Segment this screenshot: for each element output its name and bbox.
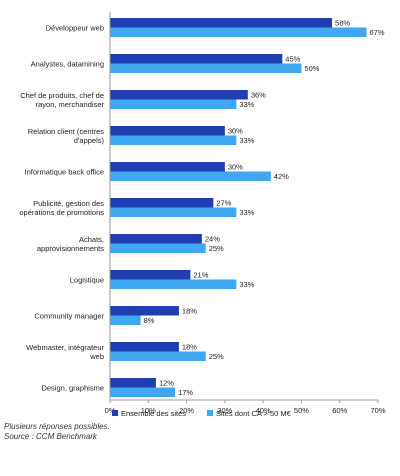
category-label: approvisionnements [37,244,104,253]
data-label: 33% [239,136,254,145]
bar-ensemble-des-sites [110,342,179,352]
bar-ensemble-des-sites [110,306,179,316]
bar-chart: Développeur web 58% 67% Analystes, datamini… [19,12,386,418]
data-label: 45% [285,55,300,64]
category-label: Chef de produits, chef de [20,91,104,100]
legend-label-ca-50m: Sites dont CA > 50 M€ [216,409,292,418]
x-tick-label: 10% [141,406,156,415]
data-label: 18% [182,307,197,316]
bar-sites-ca-50m [110,315,141,325]
category-label: opérations de promotions [19,208,104,217]
x-axis: 0% 10% 20% 30% 40% 50% 60% 70% [105,12,386,415]
category-label: Analystes, datamining [31,60,104,69]
bar-sites-ca-50m [110,243,206,253]
bar-ensemble-des-sites [110,198,214,208]
bar-ensemble-des-sites [110,162,225,172]
bar-ensemble-des-sites [110,90,248,100]
bar-ensemble-des-sites [110,378,156,388]
category-label: Développeur web [46,24,104,33]
data-label: 33% [239,100,254,109]
bar-sites-ca-50m [110,135,237,145]
data-label: 67% [370,28,385,37]
data-label: 25% [209,244,224,253]
category-label: rayon, merchandiser [36,100,105,109]
category-label: Community manager [34,312,104,321]
category-label: Informatique back office [25,168,105,177]
data-label: 12% [159,379,174,388]
data-label: 30% [228,127,243,136]
data-label: 8% [144,316,155,325]
category-label: web [89,352,104,361]
x-tick-label: 0% [105,406,116,415]
x-tick-label: 60% [332,406,347,415]
category-label: Webmaster, intégrateur [26,343,104,352]
data-label: 27% [216,199,231,208]
data-label: 33% [239,280,254,289]
category-label: Logistique [70,276,104,285]
footnote-multiple-answers: Plusieurs réponses possibles. [4,422,110,431]
bars-group: Développeur web 58% 67% Analystes, datamini… [19,18,385,397]
bar-sites-ca-50m [110,171,271,181]
data-label: 18% [182,343,197,352]
footnote-source: Source : CCM Benchmark [4,432,97,441]
data-label: 58% [335,19,350,28]
bar-ensemble-des-sites [110,126,225,136]
data-label: 42% [274,172,289,181]
category-label: Relation client (centres [28,127,105,136]
data-label: 25% [209,352,224,361]
bar-ensemble-des-sites [110,234,202,244]
footnotes: Plusieurs réponses possibles. Source : C… [4,422,110,442]
legend: Ensemble des sites Sites dont CA > 50 M€ [112,409,292,418]
category-label: Publicité, gestion des [33,199,104,208]
bar-ensemble-des-sites [110,54,283,64]
data-label: 33% [239,208,254,217]
x-tick-label: 40% [256,406,271,415]
category-label: Achats, [79,235,104,244]
bar-ensemble-des-sites [110,18,333,28]
bar-sites-ca-50m [110,351,206,361]
data-label: 24% [205,235,220,244]
bar-sites-ca-50m [110,27,367,37]
bar-sites-ca-50m [110,207,237,217]
x-tick-label: 70% [370,406,385,415]
data-label: 17% [178,388,193,397]
x-tick-label: 50% [294,406,309,415]
bar-ensemble-des-sites [110,270,191,280]
bar-sites-ca-50m [110,387,176,397]
bar-sites-ca-50m [110,279,237,289]
category-label: d'appels) [74,136,105,145]
bar-sites-ca-50m [110,63,302,73]
category-label: Design, graphisme [41,384,104,393]
data-label: 30% [228,163,243,172]
x-tick-label: 30% [217,406,232,415]
legend-swatch-ca-50m [207,410,213,416]
bar-sites-ca-50m [110,99,237,109]
legend-label-ensemble: Ensemble des sites [121,409,186,418]
x-tick-label: 20% [179,406,194,415]
data-label: 50% [304,64,319,73]
data-label: 21% [193,271,208,280]
data-label: 36% [251,91,266,100]
legend-swatch-ensemble [112,410,118,416]
